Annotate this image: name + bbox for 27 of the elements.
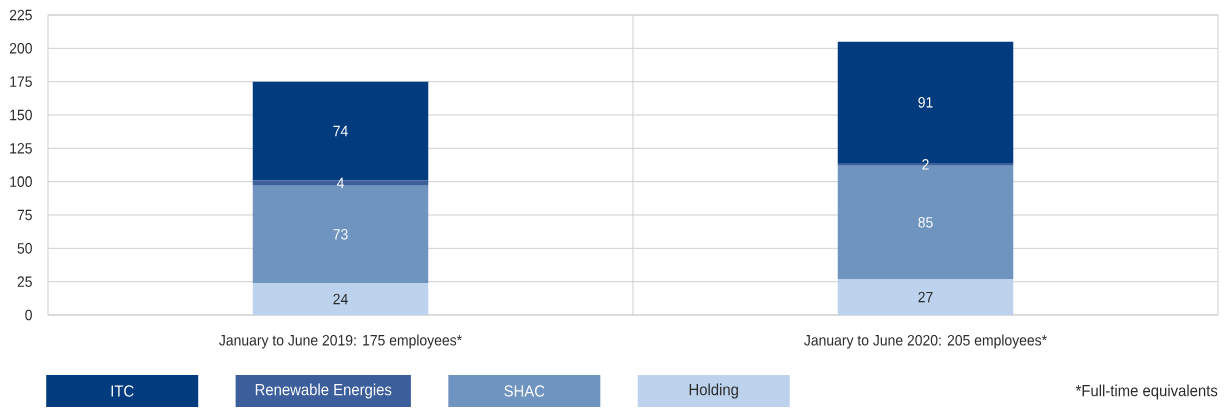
data-label: 85 xyxy=(918,217,933,228)
data-label: 2 xyxy=(922,159,929,170)
x-tick-label: January to June 2020: 205 employees* xyxy=(804,334,1047,349)
x-tick-label: January to June 2019: 175 employees* xyxy=(219,334,462,349)
data-label: 24 xyxy=(333,293,348,305)
data-label: 4 xyxy=(336,177,344,189)
y-tick-label: 0 xyxy=(25,309,32,321)
bar xyxy=(252,283,429,315)
text: ITC xyxy=(111,385,134,397)
y-tick-label: 25 xyxy=(17,276,32,287)
bar xyxy=(837,279,1014,315)
y-tick-label: 50 xyxy=(17,243,32,254)
y-tick-label: 125 xyxy=(10,143,32,154)
y-tick-label: 225 xyxy=(9,9,32,21)
y-tick-label: 100 xyxy=(10,176,32,187)
text: SHAC xyxy=(504,385,545,397)
y-tick-label: 175 xyxy=(10,76,32,87)
text: Holding xyxy=(689,383,738,399)
data-label: 73 xyxy=(333,229,348,240)
data-label: 91 xyxy=(918,97,933,108)
y-tick-label: 150 xyxy=(10,109,32,121)
text: *Full-time equivalents xyxy=(1075,384,1218,400)
text: Renewable Energies xyxy=(255,383,392,399)
y-tick-label: 75 xyxy=(17,209,32,221)
data-label: 74 xyxy=(333,125,348,137)
y-tick-label: 200 xyxy=(9,43,32,54)
data-label: 27 xyxy=(918,291,933,303)
